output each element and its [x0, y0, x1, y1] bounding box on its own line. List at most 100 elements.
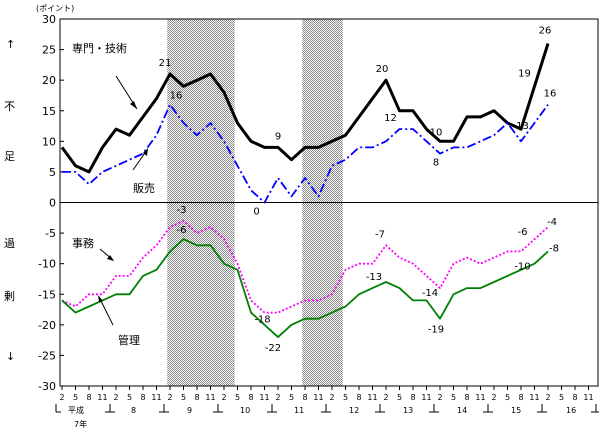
data-label: -13	[366, 272, 382, 283]
x-tick-label: 11	[97, 393, 107, 402]
series-line-0	[60, 43, 550, 174]
x-tick-label: 8	[572, 393, 577, 402]
y-side-char-fu: 不	[4, 100, 15, 113]
x-tick-label: 8	[140, 393, 145, 402]
series-label-jimu: 事務	[72, 236, 94, 250]
x-tick-label: 11	[421, 393, 431, 402]
x-year-labels: 平成 7年 8 9 10 11 12 13 14 15 16	[68, 405, 576, 429]
y-tick-label: -5	[45, 227, 56, 240]
data-label: -6	[177, 225, 187, 236]
x-year-14: 14	[457, 406, 467, 415]
data-label: 10	[430, 127, 443, 138]
x-year-9: 9	[187, 406, 192, 415]
x-tick-label: 2	[275, 393, 280, 402]
x-tick-label: 5	[397, 393, 402, 402]
data-label: -18	[254, 315, 270, 326]
data-label: 13	[516, 121, 529, 132]
arrowhead-senmon	[130, 101, 137, 109]
y-side-text: ↑ 不 足 過 剰 ↓	[4, 38, 15, 363]
data-label: 19	[518, 68, 531, 79]
y-side-char-ka: 過	[4, 237, 15, 250]
x-tick-label: 2	[59, 393, 64, 402]
x-year-13: 13	[403, 406, 413, 415]
y-side-char-jou: 剰	[4, 290, 15, 303]
data-label: -6	[518, 227, 528, 238]
x-tick-label: 5	[73, 393, 78, 402]
x-tick-label: 11	[367, 393, 377, 402]
x-tick-label: 2	[113, 393, 118, 402]
x-year-8: 8	[131, 406, 136, 415]
y-tick-label: 30	[42, 13, 56, 26]
x-tick-label: 8	[194, 393, 199, 402]
leader-kanri	[98, 296, 114, 326]
arrowhead-jimu	[107, 255, 114, 261]
series-labels: 専門・技術 販売 事務 管理	[72, 42, 155, 347]
x-axis-ticks: 2 5 8 11 2 5 8 11 2 5 8 11 2 5 8 11 2 5 8 11 2 5 8 11 2 5 8 11 2 5 8 11…	[59, 386, 594, 402]
data-label: -14	[422, 288, 438, 299]
data-label: -10	[514, 262, 530, 273]
data-label: 21	[159, 58, 172, 69]
x-year-7: 7年	[74, 419, 87, 429]
x-tick-label: 11	[205, 393, 215, 402]
x-tick-label: 2	[221, 393, 226, 402]
data-label: -7	[375, 229, 385, 240]
series-line-1	[62, 103, 549, 204]
x-tick-label: 5	[235, 393, 240, 402]
x-tick-label: 11	[529, 393, 539, 402]
data-label: 8	[433, 158, 439, 169]
series-line-3	[61, 238, 549, 339]
y-tick-label: 0	[49, 197, 56, 210]
y-side-char-soku: 足	[4, 150, 15, 163]
x-tick-label: 8	[86, 393, 91, 402]
x-tick-label: 5	[505, 393, 510, 402]
x-year-dividers	[55, 404, 599, 413]
data-label: 16	[170, 91, 183, 102]
x-tick-label: 2	[329, 393, 334, 402]
series-label-senmon: 専門・技術	[72, 42, 127, 55]
y-side-arrow-down: ↓	[6, 350, 15, 363]
x-tick-label: 2	[491, 393, 496, 402]
x-tick-label: 2	[383, 393, 388, 402]
x-tick-label: 11	[475, 393, 485, 402]
x-year-10: 10	[240, 406, 250, 415]
x-tick-label: 8	[518, 393, 523, 402]
data-label: -4	[547, 217, 557, 228]
data-label: 0	[253, 207, 259, 218]
data-label: -22	[265, 343, 281, 354]
x-tick-label: 5	[559, 393, 564, 402]
x-tick-label: 8	[464, 393, 469, 402]
x-tick-label: 8	[302, 393, 307, 402]
x-year-15: 15	[511, 406, 521, 415]
x-year-heisei: 平成	[68, 405, 84, 415]
x-tick-label: 2	[545, 393, 550, 402]
data-label: 26	[539, 25, 552, 36]
data-label: -8	[549, 243, 559, 254]
y-axis-ticks: 30 25 20 15 10 5 0 -5 -10 -15 -20 -25 -30	[38, 13, 64, 393]
x-tick-label: 8	[356, 393, 361, 402]
series-label-hanbai: 販売	[133, 182, 155, 195]
data-label: 12	[384, 113, 397, 124]
x-tick-label: 11	[313, 393, 323, 402]
x-year-11: 11	[294, 406, 304, 415]
x-year-12: 12	[349, 406, 359, 415]
x-year-16: 16	[566, 406, 576, 415]
y-tick-label: -20	[38, 319, 56, 332]
x-tick-label: 11	[259, 393, 269, 402]
y-tick-label: -15	[38, 288, 56, 301]
x-tick-label: 5	[181, 393, 186, 402]
y-tick-label: -10	[38, 258, 56, 271]
arrowhead-hanbai	[143, 148, 148, 156]
x-tick-label: 8	[410, 393, 415, 402]
y-tick-label: 25	[42, 44, 56, 57]
y-tick-label: -30	[38, 380, 56, 393]
series-line-2	[61, 219, 549, 314]
x-tick-label: 5	[289, 393, 294, 402]
x-tick-label: 5	[451, 393, 456, 402]
data-label: -19	[428, 325, 444, 336]
y-tick-label: 20	[42, 74, 56, 87]
x-tick-label: 5	[127, 393, 132, 402]
data-label: 20	[376, 64, 389, 75]
x-tick-label: 11	[151, 393, 161, 402]
series-lines	[60, 43, 550, 339]
